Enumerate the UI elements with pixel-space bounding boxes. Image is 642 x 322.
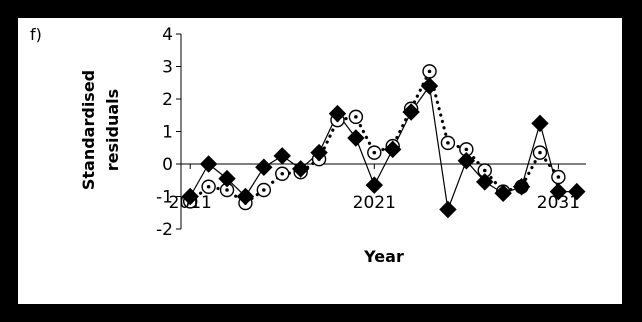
diamond-marker [531,114,549,133]
y-axis-title-line-1: Standardised [79,70,98,190]
axes [176,33,586,230]
diamond-marker [494,184,512,202]
y-axis-title: Standardised residuals [79,70,122,190]
diamond-marker [236,187,255,206]
diamond-marker [291,160,310,178]
circle-marker-dot [464,147,469,152]
circle-marker-dot [556,175,561,179]
diamond-marker [181,187,199,206]
tick-labels: -2 -1 0 1 2 3 4 2011 2021 2031 [156,25,580,240]
y-axis-title-line-2: residuals [103,89,122,171]
diamond-marker [310,143,328,162]
circle-marker [422,64,437,79]
x-tick-label: 2021 [353,193,396,213]
circle-marker [348,109,364,125]
circle-marker [275,166,290,181]
diamond-marker [255,158,273,176]
circle-marker-dot [225,188,229,192]
panel-label: f) [30,25,42,44]
diamond-marker [476,173,494,191]
circle-marker [551,169,566,185]
x-axis-title: Year [363,247,404,266]
y-tick-label: 0 [162,155,173,175]
circle-marker-dot [262,188,266,192]
diamond-marker [512,178,531,196]
y-tick-label: 2 [162,90,173,110]
x-tick-label: 2011 [169,193,212,213]
circle-marker [256,182,272,198]
diamond-marker [218,169,236,188]
diamond-marker [328,104,347,123]
y-tick-label: -2 [156,220,173,240]
circle-marker [440,135,456,151]
diamond-marker [402,103,420,121]
diamond-marker [383,140,402,159]
x-tick-label: 2031 [537,193,580,213]
circle-marker-dot [427,69,432,74]
y-tick-label: -1 [156,188,173,208]
diamond-marker [365,176,384,194]
residuals-chart: f) Standardised residuals Year -2 -1 0 1 2 3 4… [30,25,586,266]
circle-marker-dot [538,150,542,155]
circle-marker [532,145,548,160]
diamond-marker [420,77,439,95]
circle-marker [201,179,216,194]
y-tick-label: 1 [162,123,173,143]
series-layer [181,64,586,219]
chart-panel: f) Standardised residuals Year -2 -1 0 1 2 3 4… [18,18,622,304]
y-tick-label: 3 [162,58,173,78]
y-tick-label: 4 [162,25,173,45]
diamond-marker [568,182,586,201]
diamond-marker [347,129,365,147]
diamond-marker [457,152,476,170]
diamond-marker [273,147,291,165]
circle-marker-dot [280,171,285,176]
circle-marker-dot [354,115,358,119]
circle-marker-dot [372,150,377,155]
circle-marker-dot [206,184,211,189]
diamond-marker [439,200,457,219]
diamond-marker [549,182,568,201]
circle-marker [367,145,382,160]
circle-marker-dot [482,168,487,173]
circle-marker-dot [446,141,450,145]
diamond-marker [199,155,218,173]
